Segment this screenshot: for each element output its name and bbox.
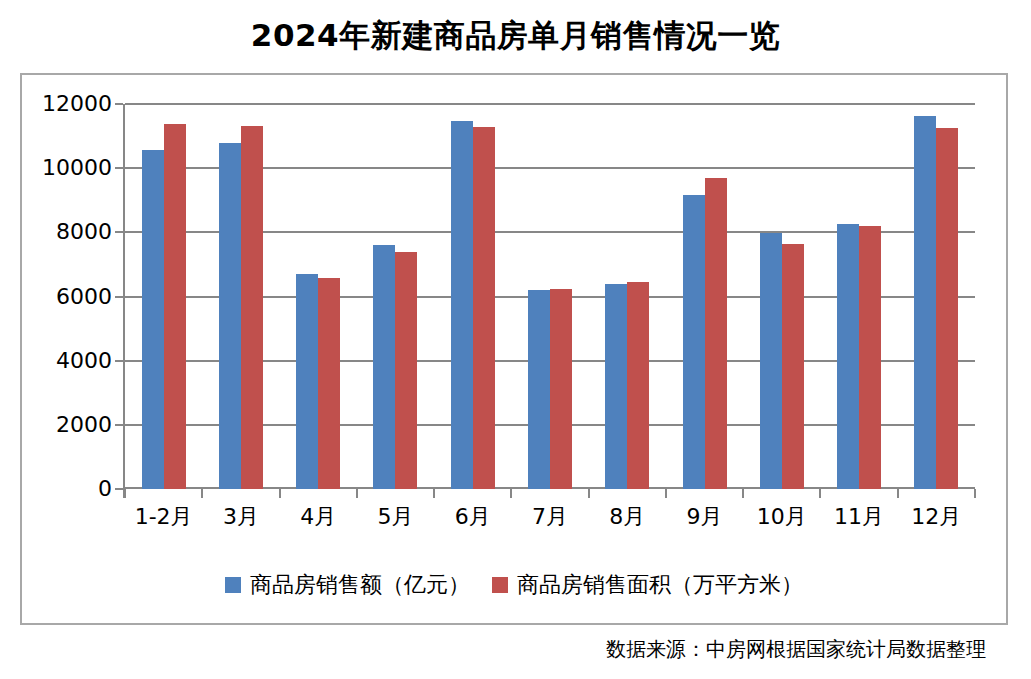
bar-sales-amount xyxy=(373,245,395,489)
bar-sales-amount xyxy=(914,116,936,489)
legend: 商品房销售额（亿元） 商品房销售面积（万平方米） xyxy=(20,570,1008,600)
y-axis-label: 10000 xyxy=(28,155,112,181)
legend-label-sales-amount: 商品房销售额（亿元） xyxy=(250,570,470,600)
y-axis-label: 4000 xyxy=(28,348,112,374)
y-tick-mark xyxy=(115,296,123,298)
x-axis-label: 12月 xyxy=(891,503,981,531)
bar-sales-amount xyxy=(760,233,782,489)
bar-sales-area xyxy=(550,289,572,489)
bar-sales-area xyxy=(936,128,958,489)
bar-sales-area xyxy=(782,244,804,489)
bar-sales-area xyxy=(318,278,340,489)
y-tick-mark xyxy=(115,103,123,105)
bar-sales-area xyxy=(859,226,881,489)
x-tick-mark xyxy=(665,489,667,498)
y-axis-label: 6000 xyxy=(28,284,112,310)
y-axis-label: 2000 xyxy=(28,412,112,438)
bar-sales-area xyxy=(627,282,649,489)
bar-sales-amount xyxy=(142,150,164,489)
x-tick-mark xyxy=(819,489,821,498)
x-tick-mark xyxy=(897,489,899,498)
y-tick-mark xyxy=(115,424,123,426)
chart-figure: 2024年新建商品房单月销售情况一览 商品房销售额（亿元） 商品房销售面积（万平… xyxy=(0,0,1031,679)
bar-sales-area xyxy=(705,178,727,489)
legend-swatch-sales-amount-icon xyxy=(225,577,241,593)
y-tick-mark xyxy=(115,231,123,233)
x-tick-mark xyxy=(279,489,281,498)
y-axis-label: 8000 xyxy=(28,219,112,245)
legend-item-sales-area: 商品房销售面积（万平方米） xyxy=(492,570,803,600)
x-tick-mark xyxy=(201,489,203,498)
y-tick-mark xyxy=(115,488,123,490)
bar-sales-amount xyxy=(219,143,241,489)
bar-sales-amount xyxy=(451,121,473,489)
bar-sales-area xyxy=(395,252,417,489)
legend-item-sales-amount: 商品房销售额（亿元） xyxy=(225,570,470,600)
x-tick-mark xyxy=(356,489,358,498)
bar-sales-amount xyxy=(683,195,705,489)
x-tick-mark xyxy=(588,489,590,498)
x-tick-mark xyxy=(974,489,976,498)
bar-sales-area xyxy=(241,126,263,489)
y-tick-mark xyxy=(115,360,123,362)
y-tick-mark xyxy=(115,167,123,169)
y-axis-label: 0 xyxy=(28,476,112,502)
bar-sales-amount xyxy=(296,274,318,489)
bar-sales-amount xyxy=(605,284,627,489)
bar-sales-amount xyxy=(528,290,550,489)
legend-label-sales-area: 商品房销售面积（万平方米） xyxy=(517,570,803,600)
chart-title: 2024年新建商品房单月销售情况一览 xyxy=(0,15,1031,57)
y-axis-label: 12000 xyxy=(28,91,112,117)
bar-sales-area xyxy=(473,127,495,489)
x-tick-mark xyxy=(510,489,512,498)
source-note: 数据来源：中房网根据国家统计局数据整理 xyxy=(0,636,986,663)
x-tick-mark xyxy=(433,489,435,498)
plot-area xyxy=(125,104,975,489)
legend-swatch-sales-area-icon xyxy=(492,577,508,593)
x-tick-mark xyxy=(742,489,744,498)
bar-sales-amount xyxy=(837,224,859,489)
bar-sales-area xyxy=(164,124,186,489)
